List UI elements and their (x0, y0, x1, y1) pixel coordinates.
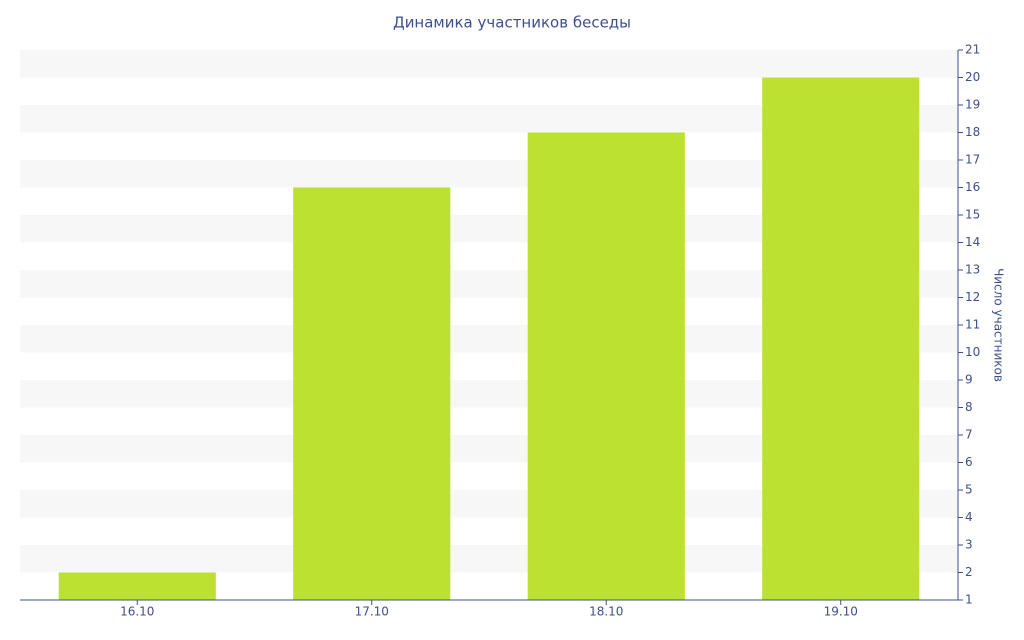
grid-band (20, 50, 958, 78)
y-tick-label: 6 (965, 455, 973, 469)
x-tick-label: 19.10 (824, 605, 858, 619)
y-tick-label: 1 (965, 593, 973, 607)
y-tick-label: 5 (965, 483, 973, 497)
y-tick-label: 11 (965, 318, 980, 332)
bar (58, 572, 216, 600)
y-tick-label: 4 (965, 510, 973, 524)
y-tick-label: 2 (965, 565, 973, 579)
x-tick-label: 16.10 (120, 605, 154, 619)
chart-title: Динамика участников беседы (393, 14, 631, 32)
y-tick-label: 17 (965, 153, 980, 167)
y-tick-label: 19 (965, 98, 980, 112)
y-tick-label: 14 (965, 235, 980, 249)
bar (293, 187, 451, 600)
y-tick-label: 13 (965, 263, 980, 277)
y-tick-label: 16 (965, 180, 980, 194)
y-tick-label: 8 (965, 400, 973, 414)
y-tick-label: 9 (965, 373, 973, 387)
y-tick-label: 12 (965, 290, 980, 304)
y-tick-label: 10 (965, 345, 980, 359)
y-tick-label: 3 (965, 538, 973, 552)
bar (527, 132, 685, 600)
y-tick-label: 20 (965, 70, 980, 84)
y-tick-label: 18 (965, 125, 980, 139)
y-tick-label: 15 (965, 208, 980, 222)
bar (762, 77, 920, 600)
x-tick-label: 17.10 (355, 605, 389, 619)
y-tick-label: 7 (965, 428, 973, 442)
x-tick-label: 18.10 (589, 605, 623, 619)
y-tick-label: 21 (965, 43, 980, 57)
y-axis-label: Число участников (992, 268, 1006, 382)
